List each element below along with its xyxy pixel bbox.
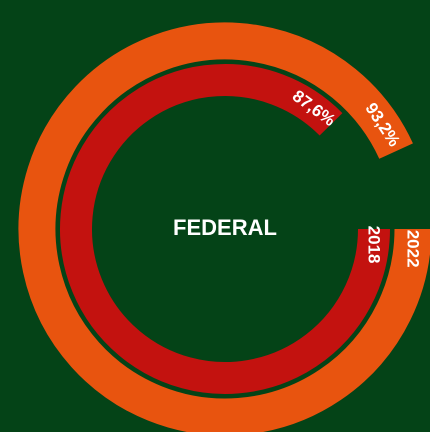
center-label: FEDERAL: [173, 215, 277, 240]
series-label: 2018: [365, 226, 384, 264]
ring-bar: [18, 22, 430, 432]
series-label: 2022: [403, 230, 422, 268]
ring-bar: [60, 64, 390, 394]
